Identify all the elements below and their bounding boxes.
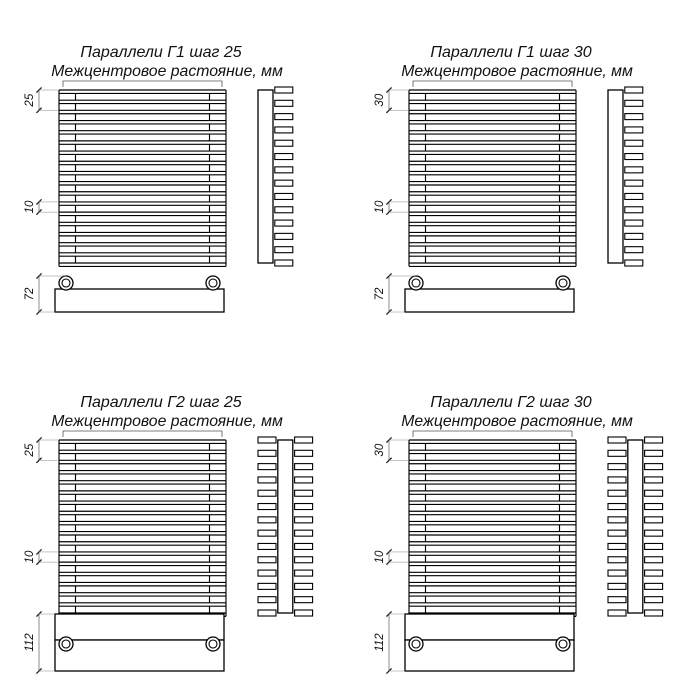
svg-text:25: 25 <box>24 443 36 457</box>
svg-text:10: 10 <box>24 550 36 563</box>
svg-text:Параллели Г1 шаг 30: Параллели Г1 шаг 30 <box>430 44 591 61</box>
svg-text:112: 112 <box>374 633 386 652</box>
svg-text:72: 72 <box>374 287 386 300</box>
svg-text:30: 30 <box>374 93 386 106</box>
svg-text:Параллели Г2 шаг 25: Параллели Г2 шаг 25 <box>80 394 241 411</box>
svg-text:112: 112 <box>24 633 36 652</box>
svg-text:Межцентровое растояние, мм: Межцентровое растояние, мм <box>51 413 283 430</box>
svg-text:Межцентровое растояние, мм: Межцентровое растояние, мм <box>51 63 283 80</box>
svg-text:Параллели Г1 шаг 25: Параллели Г1 шаг 25 <box>80 44 241 61</box>
svg-text:Параллели Г2 шаг 30: Параллели Г2 шаг 30 <box>430 394 591 411</box>
svg-text:30: 30 <box>374 443 386 456</box>
svg-text:Межцентровое растояние, мм: Межцентровое растояние, мм <box>401 63 633 80</box>
svg-text:10: 10 <box>24 200 36 213</box>
svg-text:Межцентровое растояние, мм: Межцентровое растояние, мм <box>401 413 633 430</box>
svg-text:10: 10 <box>374 550 386 563</box>
svg-text:72: 72 <box>24 287 36 300</box>
svg-text:25: 25 <box>24 93 36 107</box>
svg-text:10: 10 <box>374 200 386 213</box>
